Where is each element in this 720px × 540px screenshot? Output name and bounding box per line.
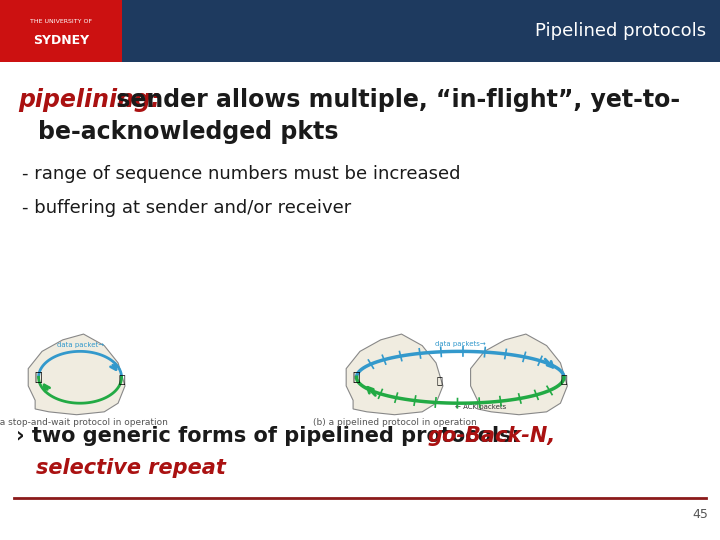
Text: (b) a pipelined protocol in operation: (b) a pipelined protocol in operation (312, 418, 477, 427)
Text: 🖥: 🖥 (35, 371, 42, 384)
Text: 🖥: 🖥 (353, 371, 360, 384)
Text: data packet→: data packet→ (56, 342, 104, 348)
Polygon shape (346, 334, 443, 415)
Text: 45: 45 (692, 508, 708, 521)
Polygon shape (471, 334, 567, 415)
Text: - range of sequence numbers must be increased: - range of sequence numbers must be incr… (22, 165, 461, 183)
Text: › two generic forms of pipelined protocols:: › two generic forms of pipelined protoco… (16, 426, 527, 446)
Text: THE UNIVERSITY OF: THE UNIVERSITY OF (30, 19, 92, 24)
Bar (0, 0, 122, 62)
Bar (0, 0, 720, 62)
Text: be-acknowledged pkts: be-acknowledged pkts (38, 120, 338, 144)
Text: - buffering at sender and/or receiver: - buffering at sender and/or receiver (22, 199, 351, 217)
Text: 🗄: 🗄 (561, 375, 567, 385)
Text: data packets→: data packets→ (435, 341, 485, 347)
Text: selective repeat: selective repeat (36, 458, 226, 478)
Text: ← ACK packets: ← ACK packets (455, 404, 507, 410)
Text: 🗄: 🗄 (436, 375, 442, 385)
Text: SYDNEY: SYDNEY (33, 34, 89, 47)
Text: sender allows multiple, “in-flight”, yet-to-: sender allows multiple, “in-flight”, yet… (108, 88, 680, 112)
Text: go-Back-N,: go-Back-N, (428, 426, 557, 446)
Text: pipelining:: pipelining: (18, 88, 161, 112)
Text: 🗄: 🗄 (118, 375, 125, 385)
Text: Pipelined protocols: Pipelined protocols (535, 22, 706, 40)
Polygon shape (28, 334, 125, 415)
Text: (a: a stop-and-wait protocol in operation: (a: a stop-and-wait protocol in operatio… (0, 418, 168, 427)
